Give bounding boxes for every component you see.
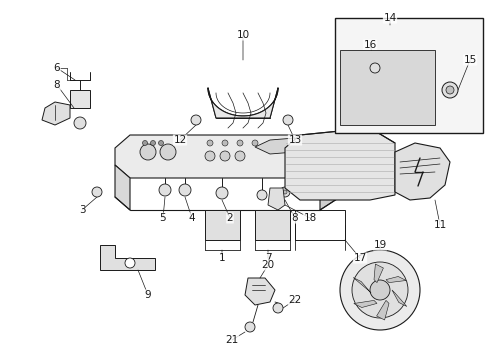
- Circle shape: [441, 82, 457, 98]
- Polygon shape: [353, 300, 376, 307]
- Polygon shape: [115, 135, 339, 178]
- Circle shape: [191, 115, 201, 125]
- Text: 5: 5: [160, 213, 166, 223]
- Text: 20: 20: [261, 260, 274, 270]
- Text: 3: 3: [79, 205, 85, 215]
- Circle shape: [206, 140, 213, 146]
- Circle shape: [251, 140, 258, 146]
- Polygon shape: [115, 165, 130, 210]
- Circle shape: [257, 190, 266, 200]
- Text: 15: 15: [463, 55, 476, 65]
- Circle shape: [125, 258, 135, 268]
- Polygon shape: [373, 264, 383, 283]
- Polygon shape: [385, 276, 406, 283]
- Text: 6: 6: [54, 63, 60, 73]
- Circle shape: [160, 144, 176, 160]
- Text: 19: 19: [373, 240, 386, 250]
- Circle shape: [140, 144, 156, 160]
- Polygon shape: [207, 88, 278, 118]
- Circle shape: [216, 187, 227, 199]
- Circle shape: [204, 151, 215, 161]
- Circle shape: [351, 262, 407, 318]
- Polygon shape: [244, 278, 274, 305]
- Circle shape: [220, 151, 229, 161]
- Circle shape: [158, 140, 163, 145]
- Text: 1: 1: [218, 253, 225, 263]
- Polygon shape: [352, 278, 370, 293]
- Circle shape: [244, 322, 254, 332]
- Polygon shape: [376, 300, 388, 320]
- Text: 14: 14: [383, 13, 396, 23]
- Circle shape: [272, 303, 283, 313]
- Circle shape: [74, 117, 86, 129]
- Circle shape: [339, 250, 419, 330]
- Bar: [334, 18, 482, 133]
- Polygon shape: [391, 290, 406, 306]
- Text: 8: 8: [291, 213, 298, 223]
- Text: 12: 12: [173, 135, 186, 145]
- Text: 9: 9: [144, 290, 151, 300]
- Polygon shape: [100, 245, 155, 270]
- Polygon shape: [319, 165, 339, 210]
- Text: 11: 11: [432, 220, 446, 230]
- Circle shape: [179, 184, 191, 196]
- Circle shape: [159, 184, 171, 196]
- Text: 7: 7: [264, 253, 271, 263]
- Polygon shape: [254, 210, 289, 240]
- Polygon shape: [394, 143, 449, 200]
- Text: 8: 8: [54, 80, 60, 90]
- Bar: [339, 50, 434, 125]
- Text: 17: 17: [353, 253, 366, 263]
- Circle shape: [280, 187, 289, 197]
- Circle shape: [369, 63, 379, 73]
- Circle shape: [142, 140, 147, 145]
- Circle shape: [237, 140, 243, 146]
- Text: 4: 4: [188, 213, 195, 223]
- Text: 10: 10: [236, 30, 249, 40]
- Polygon shape: [285, 128, 394, 200]
- Circle shape: [92, 187, 102, 197]
- Circle shape: [445, 86, 453, 94]
- Text: 2: 2: [226, 213, 233, 223]
- Circle shape: [150, 140, 155, 145]
- Circle shape: [369, 280, 389, 300]
- Circle shape: [235, 151, 244, 161]
- Circle shape: [283, 190, 286, 194]
- Polygon shape: [254, 138, 309, 154]
- Text: 21: 21: [225, 335, 238, 345]
- Polygon shape: [204, 210, 240, 240]
- Text: 22: 22: [288, 295, 301, 305]
- Circle shape: [222, 140, 227, 146]
- Text: 16: 16: [363, 40, 376, 50]
- Text: 18: 18: [303, 213, 316, 223]
- Polygon shape: [70, 90, 90, 108]
- Polygon shape: [42, 102, 70, 125]
- Text: 13: 13: [288, 135, 301, 145]
- Polygon shape: [267, 188, 285, 210]
- Circle shape: [283, 115, 292, 125]
